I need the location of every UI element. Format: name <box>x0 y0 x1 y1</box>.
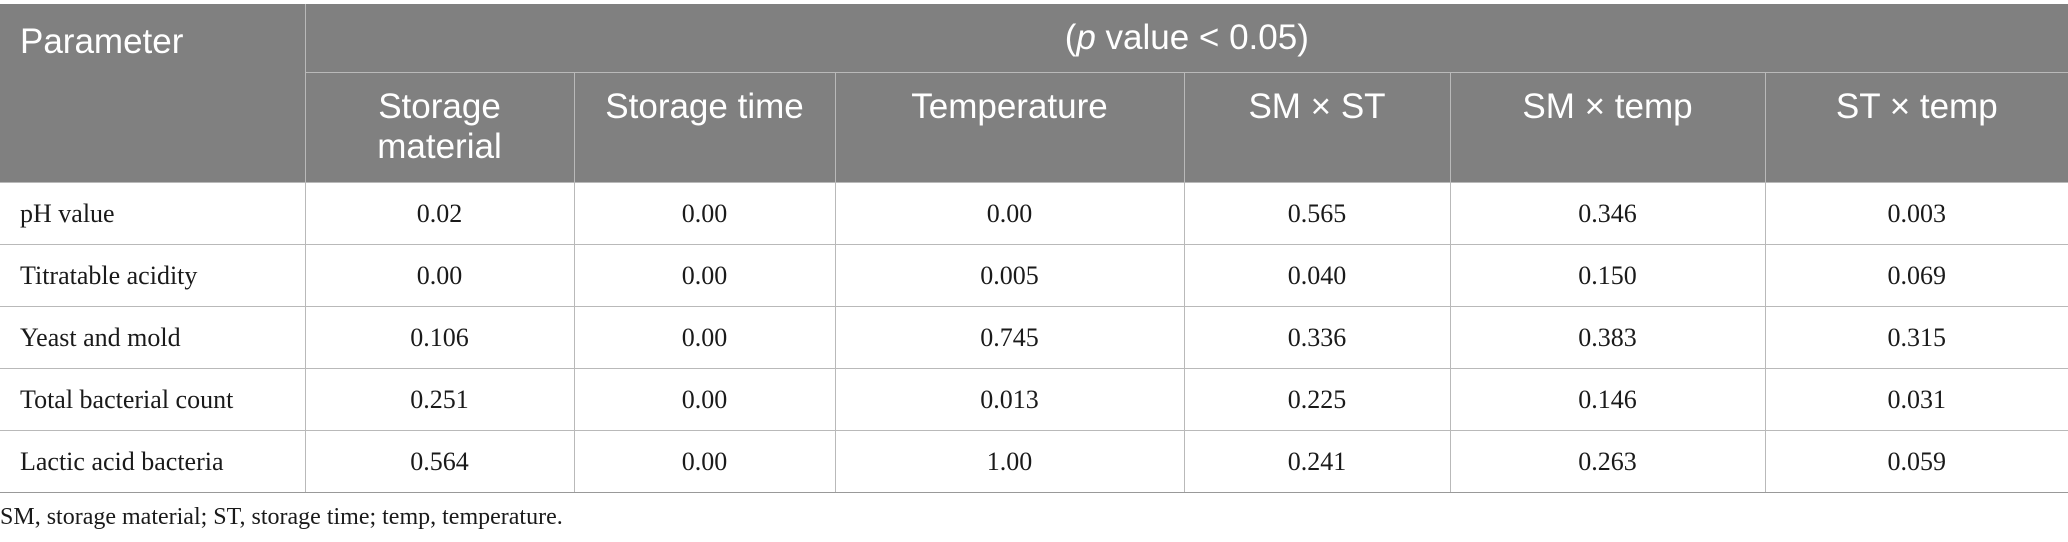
table-cell: 0.00 <box>573 430 836 493</box>
table-cell: 0.00 <box>573 306 836 369</box>
row-parameter-label: Titratable acidity <box>0 244 306 307</box>
table-cell: 0.005 <box>834 244 1185 307</box>
table-row: pH value 0.02 0.00 0.00 0.565 0.346 0.00… <box>0 182 2068 245</box>
table-cell: 0.565 <box>1183 182 1451 245</box>
table-cell: 0.00 <box>573 368 836 431</box>
table-cell: 0.00 <box>573 182 836 245</box>
table-row: Total bacterial count 0.251 0.00 0.013 0… <box>0 368 2068 431</box>
table-cell: 0.013 <box>834 368 1185 431</box>
table-cell: 0.00 <box>573 244 836 307</box>
row-parameter-label: Lactic acid bacteria <box>0 430 306 493</box>
table-footnote: SM, storage material; ST, storage time; … <box>0 504 563 530</box>
header-row-sub: Storage material Storage time Temperatur… <box>0 72 2068 183</box>
table-cell: 0.106 <box>304 306 575 369</box>
table-cell: 0.02 <box>304 182 575 245</box>
table-cell: 0.564 <box>304 430 575 493</box>
group-header-open: ( <box>1064 18 1077 57</box>
table-body: pH value 0.02 0.00 0.00 0.565 0.346 0.00… <box>0 182 2068 493</box>
table-cell: 0.150 <box>1449 244 1766 307</box>
table-cell: 0.040 <box>1183 244 1451 307</box>
parameter-column-header: Parameter <box>0 4 306 183</box>
table-cell: 0.383 <box>1449 306 1766 369</box>
column-header-st-x-temp: ST × temp <box>1764 72 2068 183</box>
p-value-table: Parameter (p value < 0.05) Storage mater… <box>0 4 2068 493</box>
group-header-rest: value < 0.05) <box>1095 18 1309 57</box>
column-header-storage-time: Storage time <box>573 72 836 183</box>
table-row: Yeast and mold 0.106 0.00 0.745 0.336 0.… <box>0 306 2068 369</box>
column-header-temperature: Temperature <box>834 72 1185 183</box>
row-parameter-label: Total bacterial count <box>0 368 306 431</box>
table-cell: 1.00 <box>834 430 1185 493</box>
group-header-p-symbol: p <box>1076 18 1096 57</box>
table-cell: 0.00 <box>834 182 1185 245</box>
table-cell: 0.315 <box>1764 306 2068 369</box>
column-header-sm-x-st: SM × ST <box>1183 72 1451 183</box>
table-cell: 0.251 <box>304 368 575 431</box>
table-cell: 0.031 <box>1764 368 2068 431</box>
row-parameter-label: Yeast and mold <box>0 306 306 369</box>
row-parameter-label: pH value <box>0 182 306 245</box>
table-cell: 0.745 <box>834 306 1185 369</box>
table-header: Parameter (p value < 0.05) Storage mater… <box>0 4 2068 183</box>
table-cell: 0.336 <box>1183 306 1451 369</box>
table-row: Titratable acidity 0.00 0.00 0.005 0.040… <box>0 244 2068 307</box>
column-header-storage-material: Storage material <box>304 72 575 183</box>
table-cell: 0.241 <box>1183 430 1451 493</box>
table-cell: 0.00 <box>304 244 575 307</box>
table-cell: 0.003 <box>1764 182 2068 245</box>
table-cell: 0.263 <box>1449 430 1766 493</box>
header-row-top: Parameter (p value < 0.05) <box>0 4 2068 183</box>
table-row: Lactic acid bacteria 0.564 0.00 1.00 0.2… <box>0 430 2068 493</box>
table-cell: 0.225 <box>1183 368 1451 431</box>
table-cell: 0.059 <box>1764 430 2068 493</box>
column-header-sm-x-temp: SM × temp <box>1449 72 1766 183</box>
table-cell: 0.069 <box>1764 244 2068 307</box>
table-cell: 0.146 <box>1449 368 1766 431</box>
table-cell: 0.346 <box>1449 182 1766 245</box>
p-value-group-header: (p value < 0.05) <box>304 4 2068 73</box>
